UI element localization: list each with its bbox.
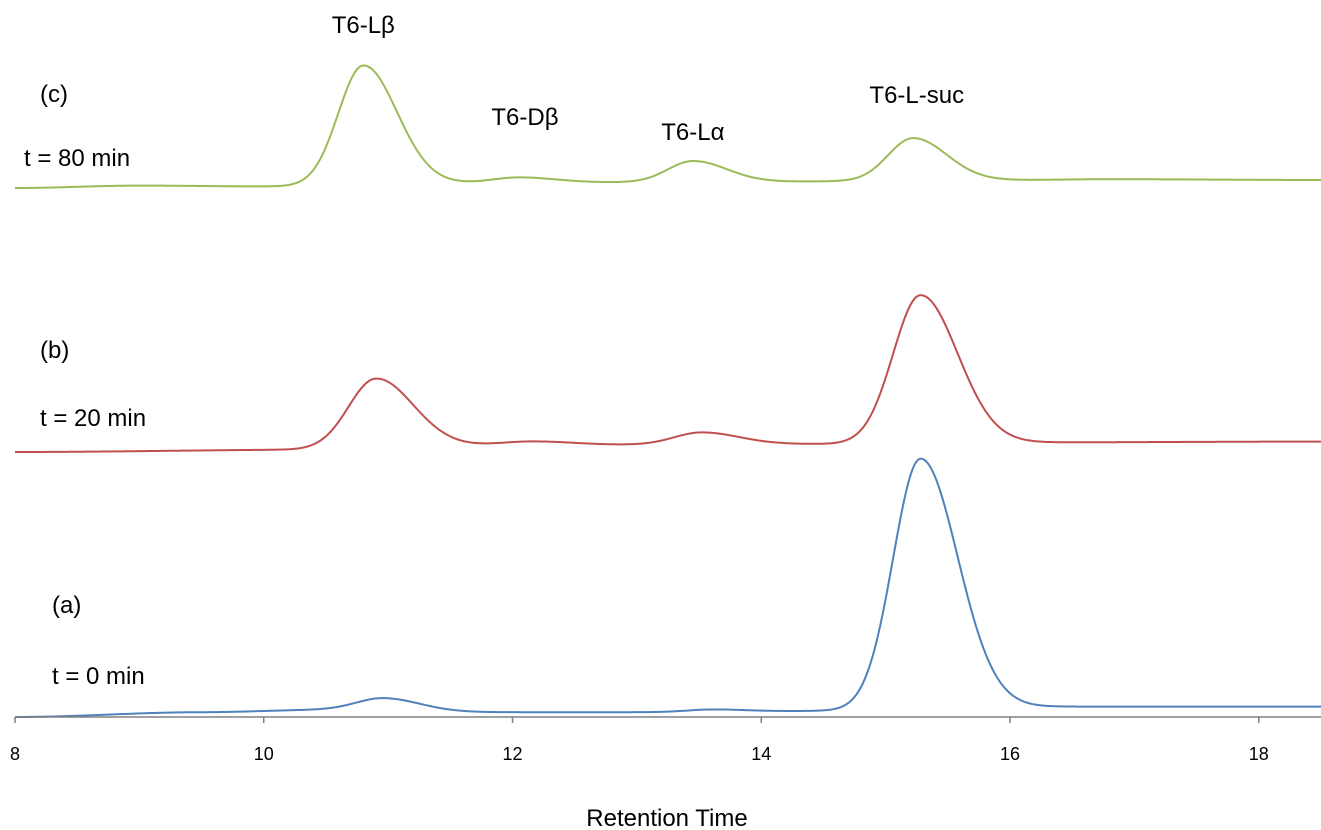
peak-label: T6-L-suc <box>869 82 964 109</box>
x-tick-label: 16 <box>1000 744 1020 764</box>
panel-label-a: (a) <box>52 592 81 619</box>
series-line-b <box>15 294 1321 453</box>
peak-labels: T6-Lβ T6-Dβ T6-Lα T6-L-suc <box>332 12 964 146</box>
x-tick-label: 12 <box>503 744 523 764</box>
x-tick-label: 18 <box>1249 744 1269 764</box>
time-label-a: t = 0 min <box>52 663 145 690</box>
peak-label: T6-Lβ <box>332 12 395 39</box>
peak-label: T6-Dβ <box>491 104 558 131</box>
series-line-c <box>15 64 1321 189</box>
x-axis-title: Retention Time <box>586 805 747 830</box>
peak-label: T6-Lα <box>661 119 724 146</box>
time-label-b: t = 20 min <box>40 405 146 432</box>
series-curves <box>15 64 1321 718</box>
panel-label-c: (c) <box>40 81 68 108</box>
x-axis-ticks: 8 10 12 14 16 18 <box>10 717 1269 764</box>
x-tick-label: 10 <box>254 744 274 764</box>
x-tick-label: 8 <box>10 744 20 764</box>
time-label-c: t = 80 min <box>24 145 130 172</box>
series-line-a <box>15 457 1321 718</box>
x-tick-label: 14 <box>751 744 771 764</box>
panel-label-b: (b) <box>40 337 69 364</box>
panel-labels: (a) t = 0 min (b) t = 20 min (c) t = 80 min <box>24 81 146 690</box>
